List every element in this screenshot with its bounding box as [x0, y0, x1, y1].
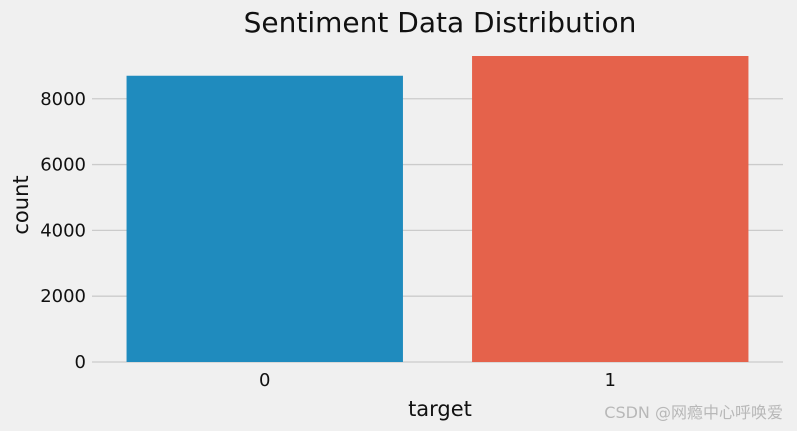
bars [126, 56, 749, 362]
y-tick-label: 8000 [40, 89, 86, 110]
y-axis-ticks: 0 2000 4000 6000 8000 [40, 89, 86, 373]
x-tick-label: 0 [259, 370, 270, 391]
x-tick-label: 1 [605, 370, 616, 391]
chart-title: Sentiment Data Distribution [244, 6, 637, 39]
watermark: CSDN @网瘾中心呼唤爱 [604, 403, 783, 422]
y-tick-label: 2000 [40, 286, 86, 307]
bar-1 [472, 56, 749, 362]
x-axis-label: target [408, 397, 472, 421]
y-tick-label: 0 [75, 352, 86, 373]
y-tick-label: 4000 [40, 220, 86, 241]
y-axis-label: count [9, 175, 33, 234]
y-tick-label: 6000 [40, 155, 86, 176]
bar-0 [126, 75, 403, 362]
